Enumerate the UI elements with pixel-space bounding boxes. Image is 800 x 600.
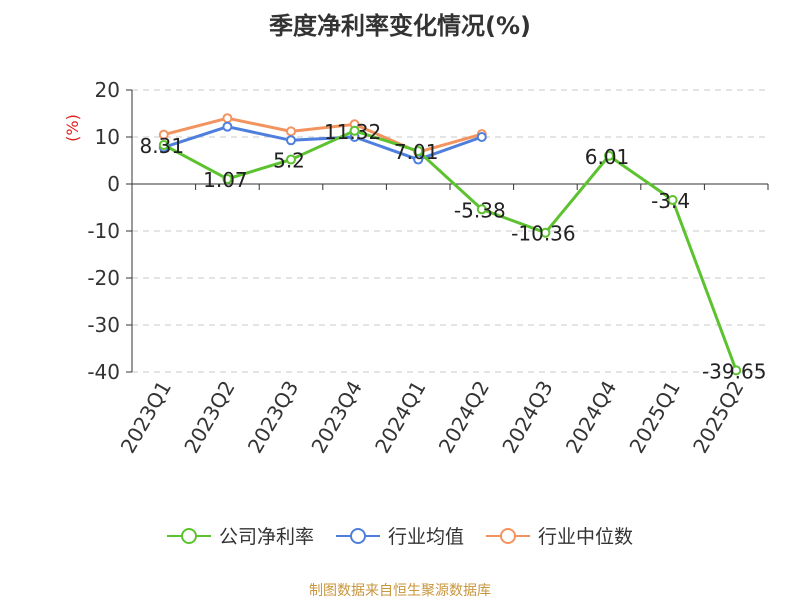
- data-point: [413, 146, 424, 157]
- y-tick-label: 10: [95, 125, 120, 149]
- data-point: [604, 150, 614, 161]
- data-point: [667, 194, 678, 205]
- x-tick-label: 2024Q3: [497, 377, 557, 458]
- series-line: [163, 129, 738, 371]
- x-tick-label: 2024Q2: [434, 377, 494, 458]
- data-point: [476, 132, 487, 142]
- series-line: [163, 125, 483, 162]
- data-point: [286, 135, 296, 146]
- legend-label-company: 公司净利率: [218, 526, 314, 548]
- data-label: -39.65: [702, 359, 766, 383]
- legend: 公司净利率 行业均值 行业中位数: [0, 522, 800, 549]
- data-point: [158, 139, 169, 150]
- series-line: [163, 116, 483, 154]
- data-point: [222, 121, 233, 132]
- x-tick-label: 2024Q4: [561, 377, 621, 458]
- data-point: [158, 129, 169, 140]
- y-tick-label: -40: [87, 360, 120, 384]
- data-label: 7.01: [394, 140, 439, 164]
- x-tick-label: 2023Q2: [179, 377, 239, 458]
- data-label: -3.4: [651, 189, 690, 213]
- data-point: [731, 365, 742, 376]
- data-point: [286, 126, 296, 137]
- y-tick-label: -10: [87, 219, 120, 243]
- data-point: [222, 113, 233, 124]
- chart-title: 季度净利率变化情况(%): [269, 12, 531, 40]
- x-tick-label: 2023Q4: [306, 377, 366, 458]
- data-point: [286, 154, 296, 165]
- x-tick-label: 2023Q3: [243, 377, 303, 458]
- data-label: 11.32: [324, 120, 381, 144]
- y-tick-label: -20: [87, 266, 120, 290]
- data-label: -10.36: [511, 222, 575, 246]
- y-tick-label: 0: [107, 172, 120, 196]
- data-label: 5.2: [273, 149, 305, 173]
- data-label: -5.38: [454, 198, 506, 222]
- legend-marker-industry-mean: [335, 527, 380, 544]
- legend-label-industry-mean: 行业均值: [387, 526, 464, 548]
- legend-item-company[interactable]: 公司净利率: [166, 522, 314, 549]
- data-label: 1.07: [203, 168, 248, 192]
- legend-item-industry-mean[interactable]: 行业均值: [335, 522, 464, 549]
- legend-marker-company: [166, 527, 211, 544]
- data-label: 6.01: [585, 145, 630, 169]
- legend-marker-industry-median: [486, 527, 530, 544]
- y-axis-label: (%): [63, 114, 82, 142]
- data-point: [222, 173, 233, 184]
- x-tick-label: 2023Q1: [116, 377, 176, 458]
- data-point: [540, 227, 551, 238]
- y-tick-label: -30: [87, 313, 120, 337]
- legend-item-industry-median[interactable]: 行业中位数: [486, 522, 633, 549]
- source-note: 制图数据来自恒生聚源数据库: [309, 583, 491, 599]
- data-label: 8.31: [140, 134, 185, 158]
- legend-label-industry-median: 行业中位数: [538, 526, 634, 548]
- data-point: [476, 204, 487, 215]
- y-tick-label: 20: [95, 78, 120, 102]
- data-point: [349, 125, 360, 136]
- x-tick-label: 2025Q1: [624, 377, 684, 458]
- x-tick-label: 2024Q1: [370, 377, 430, 458]
- x-tick-label: 2025Q2: [688, 377, 748, 458]
